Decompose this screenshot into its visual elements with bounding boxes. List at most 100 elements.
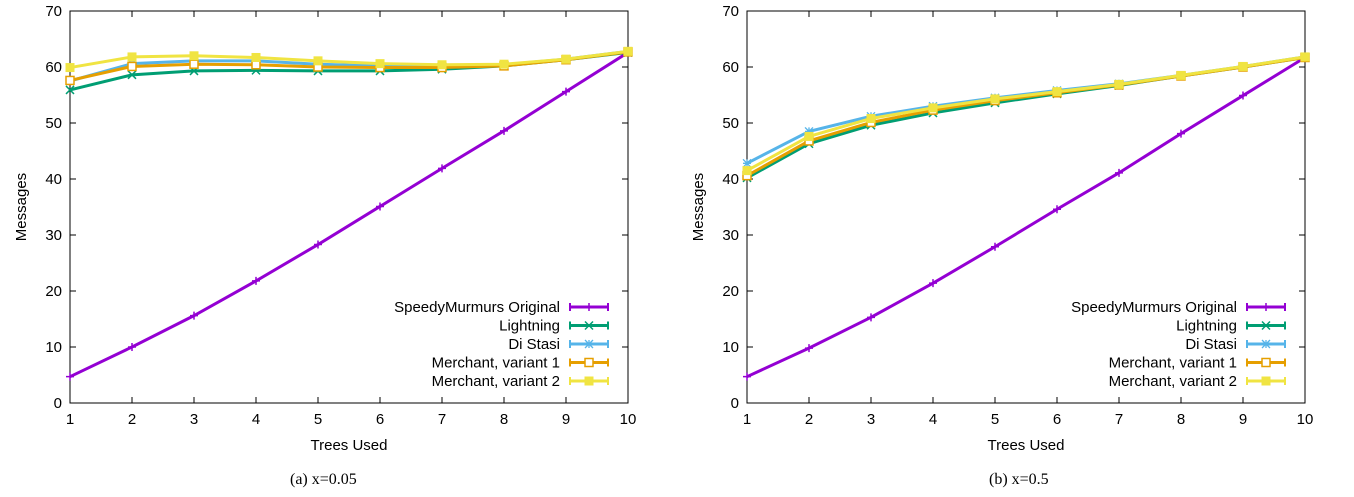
- chart1-x-tick-label: 8: [1177, 411, 1185, 428]
- chart1-legend-marker-lightning: [1261, 320, 1271, 331]
- chart1-data-point-merchant-variant-2: [1176, 70, 1186, 80]
- chart0-y-tick-label: 60: [45, 59, 62, 76]
- chart0-y-tick-label: 0: [54, 395, 62, 412]
- chart1-x-tick-label: 4: [929, 411, 937, 428]
- chart0-series-line-speedymurmurs-original: [69, 51, 629, 379]
- chart1-data-point-merchant-variant-2: [990, 94, 1000, 104]
- chart1-y-tick-label: 0: [731, 395, 739, 412]
- chart0-y-tick-label: 30: [45, 227, 62, 244]
- chart1-y-tick-label: 70: [722, 3, 739, 20]
- chart1-data-point-speedymurmurs-original: [1053, 205, 1061, 214]
- chart1-y-tick-label: 20: [722, 283, 739, 300]
- chart0-data-point-speedymurmurs-original: [252, 276, 260, 285]
- chart0-data-point-merchant-variant-2: [561, 54, 571, 64]
- chart1-data-point-speedymurmurs-original: [929, 279, 937, 288]
- chart0-y-axis-label: Messages: [13, 173, 30, 241]
- chart1-data-point-di-stasi: [804, 126, 814, 136]
- chart1-data-point-merchant-variant-2: [1114, 79, 1124, 89]
- chart1-data-point-speedymurmurs-original: [1115, 168, 1123, 177]
- chart0-legend-label-speedymurmurs-original: SpeedyMurmurs Original: [394, 299, 560, 316]
- chart1-data-point-di-stasi: [742, 158, 752, 168]
- chart0-data-point-lightning: [65, 85, 75, 95]
- chart0-legend-marker-lightning: [584, 320, 594, 331]
- chart0-x-tick-label: 8: [500, 411, 508, 428]
- chart0-y-tick-label: 40: [45, 171, 62, 188]
- chart0-data-point-speedymurmurs-original: [66, 372, 74, 381]
- chart1-x-tick-label: 2: [805, 411, 813, 428]
- chart-panel-a: 0 10 20 30 40 50 60 70 1 2 3 4 5 6 7 8 9 10 Trees Used Mess…: [13, 3, 637, 454]
- chart0-data-point-lightning: [127, 70, 137, 80]
- chart0-data-point-merchant-variant-2: [437, 60, 447, 70]
- caption-b: (b) x=0.5: [989, 471, 1049, 488]
- chart1-data-point-speedymurmurs-original: [743, 372, 751, 381]
- chart0-legend-label-merchant-variant-1: Merchant, variant 1: [432, 355, 560, 372]
- chart0-y-tick-label: 20: [45, 283, 62, 300]
- chart1-plot-frame: [746, 10, 1306, 404]
- chart1-data-point-merchant-variant-2: [1238, 61, 1248, 71]
- chart1-x-tick-label: 9: [1239, 411, 1247, 428]
- chart1-data-point-merchant-variant-2: [804, 131, 814, 141]
- chart-panel-b: 0 10 20 30 40 50 60 70 1 2 3 4 5 6 7 8 9 10 Trees Used Mess…: [690, 3, 1314, 454]
- chart1-series-line-lightning: [746, 55, 1306, 180]
- chart0-data-point-merchant-variant-2: [375, 59, 385, 69]
- chart0-plot-frame: [69, 10, 629, 404]
- chart1-data-point-merchant-variant-2: [742, 166, 752, 176]
- chart0-data-point-merchant-variant-2: [251, 52, 261, 62]
- chart0-legend-label-lightning: Lightning: [499, 318, 560, 335]
- chart1-y-axis-label: Messages: [690, 173, 707, 241]
- chart1-legend-marker-merchant-variant-2: [1261, 376, 1271, 386]
- chart0-x-tick-label: 6: [376, 411, 384, 428]
- chart0-x-tick-label: 1: [66, 411, 74, 428]
- chart1-y-tick-label: 60: [722, 59, 739, 76]
- chart0-data-point-merchant-variant-1: [127, 61, 137, 72]
- chart1-data-point-merchant-variant-2: [1052, 87, 1062, 97]
- chart0-data-point-speedymurmurs-original: [314, 240, 322, 249]
- chart1-x-tick-label: 10: [1297, 411, 1314, 428]
- chart0-data-point-speedymurmurs-original: [376, 202, 384, 211]
- chart1-legend-marker-speedymurmurs-original: [1262, 303, 1270, 311]
- chart0-data-point-merchant-variant-2: [499, 59, 509, 69]
- chart0-data-point-speedymurmurs-original: [500, 126, 508, 135]
- chart0-legend-marker-speedymurmurs-original: [585, 303, 593, 311]
- chart1-data-point-speedymurmurs-original: [867, 313, 875, 322]
- chart1-legend-label-merchant-variant-1: Merchant, variant 1: [1109, 355, 1237, 372]
- chart1-data-point-speedymurmurs-original: [991, 242, 999, 251]
- chart1-data-point-speedymurmurs-original: [1239, 91, 1247, 100]
- chart1-data-point-merchant-variant-2: [928, 103, 938, 113]
- chart0-x-tick-label: 7: [438, 411, 446, 428]
- chart0-x-tick-label: 3: [190, 411, 198, 428]
- chart0-x-axis-label: Trees Used: [311, 437, 388, 454]
- chart1-data-point-merchant-variant-2: [1300, 52, 1310, 62]
- chart1-y-tick-label: 30: [722, 227, 739, 244]
- chart0-legend-label-merchant-variant-2: Merchant, variant 2: [432, 373, 560, 390]
- chart1-legend-label-di-stasi: Di Stasi: [1185, 336, 1237, 353]
- chart1-y-tick-label: 10: [722, 339, 739, 356]
- chart0-x-tick-label: 5: [314, 411, 322, 428]
- chart0-data-point-merchant-variant-2: [189, 51, 199, 61]
- chart0-x-tick-label: 2: [128, 411, 136, 428]
- chart1-data-point-speedymurmurs-original: [1177, 129, 1185, 138]
- chart0-data-point-merchant-variant-2: [313, 56, 323, 66]
- chart1-data-point-speedymurmurs-original: [805, 344, 813, 353]
- chart1-x-tick-label: 1: [743, 411, 751, 428]
- chart0-data-point-speedymurmurs-original: [190, 311, 198, 320]
- chart1-y-tick-label: 40: [722, 171, 739, 188]
- chart0-data-point-speedymurmurs-original: [438, 164, 446, 173]
- chart0-x-tick-label: 10: [620, 411, 637, 428]
- chart1-data-point-merchant-variant-2: [866, 114, 876, 124]
- chart1-legend-label-lightning: Lightning: [1176, 318, 1237, 335]
- chart1-x-tick-label: 6: [1053, 411, 1061, 428]
- chart1-legend-marker-di-stasi: [1261, 339, 1271, 349]
- chart0-legend-marker-merchant-variant-2: [584, 376, 594, 386]
- caption-a: (a) x=0.05: [290, 471, 357, 488]
- chart0-x-tick-label: 4: [252, 411, 260, 428]
- chart1-x-tick-label: 7: [1115, 411, 1123, 428]
- chart1-y-tick-label: 50: [722, 115, 739, 132]
- chart1-series-line-merchant-variant-2: [746, 55, 1306, 172]
- chart0-data-point-merchant-variant-2: [65, 63, 75, 73]
- chart0-data-point-merchant-variant-1: [189, 59, 199, 69]
- chart0-legend-label-di-stasi: Di Stasi: [508, 336, 560, 353]
- chart0-x-tick-label: 9: [562, 411, 570, 428]
- chart0-y-tick-label: 10: [45, 339, 62, 356]
